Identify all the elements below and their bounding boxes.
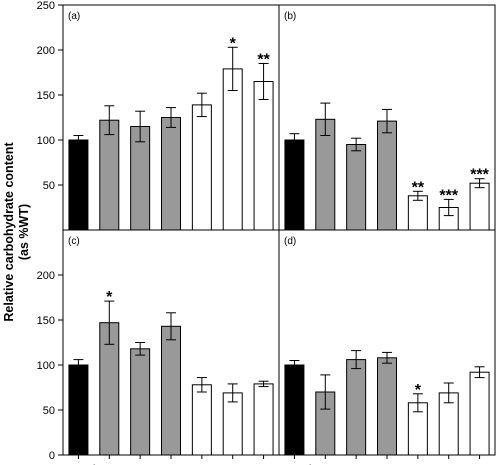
y-tick-label: 200: [37, 270, 55, 282]
y-tick-label: 100: [37, 360, 55, 372]
bar-cG11: [191, 384, 212, 456]
y-tick-label: 200: [37, 45, 55, 57]
x-tick-label: cG11: [190, 463, 214, 465]
bar-G46: [161, 325, 181, 456]
bar-cG28: [469, 182, 490, 231]
x-tick-label: G04: [99, 463, 119, 465]
x-tick-label: cG28: [251, 463, 276, 465]
y-tick-label: 250: [37, 0, 55, 12]
panel-b: (b)** ******: [278, 4, 496, 231]
bar-G20: [346, 359, 367, 456]
x-tick-label: G20: [346, 463, 366, 465]
y-tick-label: 100: [37, 135, 55, 147]
bar-cG21: [222, 68, 243, 231]
y-tick-label: 150: [37, 90, 55, 102]
x-tick-label: cG21: [436, 463, 461, 465]
bar-Control: [284, 364, 305, 456]
x-tick-label: cG21: [220, 463, 245, 465]
y-tick-label: 50: [43, 405, 55, 417]
bar-G46: [377, 120, 397, 231]
significance-marker: ***: [439, 187, 458, 204]
bar-G46: [377, 357, 397, 456]
bar-cG11: [191, 104, 212, 231]
x-tick-label: cG28: [467, 463, 492, 465]
bar-Control: [68, 364, 89, 456]
panel-d: (d) Control G04 G20 G46 * cG11 cG21 cG28: [277, 229, 496, 465]
significance-marker: *: [106, 289, 113, 306]
bar-cG11: [407, 195, 428, 231]
bar-cG28: [469, 371, 490, 456]
panel-tag: (d): [284, 236, 296, 247]
x-tick-label: Control: [277, 463, 311, 465]
x-tick-label: cG11: [406, 463, 430, 465]
significance-marker: *: [230, 35, 237, 52]
y-tick-label: 150: [37, 315, 55, 327]
bar-Control: [284, 139, 305, 231]
bar-Control: [68, 139, 89, 231]
significance-marker: *: [415, 382, 422, 399]
x-tick-label: G04: [315, 463, 335, 465]
y-axis-label-line1: Relative carbohydrate content: [2, 142, 16, 322]
x-tick-label: G20: [130, 463, 150, 465]
significance-marker: **: [412, 179, 425, 196]
bar-cG28: [253, 81, 274, 231]
panel-tag: (c): [68, 236, 80, 247]
x-tick-label: G46: [377, 463, 397, 465]
bar-G04: [99, 119, 120, 231]
bar-G20: [130, 348, 151, 456]
y-tick-label: 0: [49, 450, 55, 462]
bar-G46: [161, 117, 181, 231]
y-axis-label-line2: (as %WT): [17, 204, 31, 260]
panel-c: (c) 0 50 100 150 200 Control * G04 G20 G46 cG11 cG21…: [37, 229, 280, 465]
y-tick-label: 50: [43, 180, 55, 192]
x-tick-label: G46: [161, 463, 181, 465]
significance-marker: ***: [470, 167, 489, 184]
x-tick-label: Control: [61, 463, 95, 465]
panel-tag: (a): [68, 11, 80, 22]
bar-cG28: [253, 383, 274, 456]
panel-tag: (b): [284, 11, 296, 22]
bar-G20: [346, 144, 367, 231]
significance-marker: **: [257, 52, 270, 69]
